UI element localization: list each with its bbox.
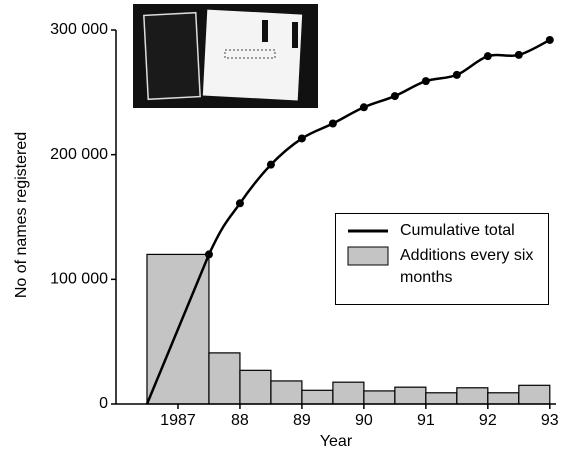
x-tick-label: 92 [479,412,497,429]
page: No of names registered Year 0 100 000 200 … [0,0,565,452]
x-tick-label: 88 [231,412,249,429]
data-point [267,161,275,169]
bar [209,353,240,404]
legend-keys [336,214,396,304]
bar [302,390,333,404]
bar [457,388,488,404]
bar [426,393,457,404]
y-tick-label: 0 [99,395,108,412]
bar [488,393,519,404]
data-point [546,36,554,44]
data-point [329,120,337,128]
data-point [360,103,368,111]
bar [271,381,302,404]
data-point [484,52,492,60]
bar [395,387,426,404]
bar [364,391,395,404]
y-tick-label: 200 000 [50,146,108,163]
x-tick-label: 90 [355,412,373,429]
legend-label: Additions every six months [400,245,535,289]
x-tick-label: 89 [293,412,311,429]
inset-photo [133,4,318,108]
x-tick-label: 1987 [160,412,196,429]
data-point [391,92,399,100]
data-point [298,134,306,142]
bar [333,382,364,404]
x-tick-label: 93 [541,412,559,429]
bar [240,370,271,404]
x-axis-label: Year [320,433,353,450]
data-point [515,51,523,59]
bar [519,385,550,404]
legend: Cumulative total Additions every six mon… [335,213,549,305]
data-point [453,71,461,79]
x-tick-label: 91 [417,412,435,429]
data-point [205,250,213,258]
y-tick-label: 300 000 [50,21,108,38]
legend-label: Cumulative total [400,220,515,242]
legend-key-box [348,247,388,265]
y-tick-label: 100 000 [50,271,108,288]
y-axis-label: No of names registered [13,132,30,298]
data-point [236,199,244,207]
data-point [422,77,430,85]
